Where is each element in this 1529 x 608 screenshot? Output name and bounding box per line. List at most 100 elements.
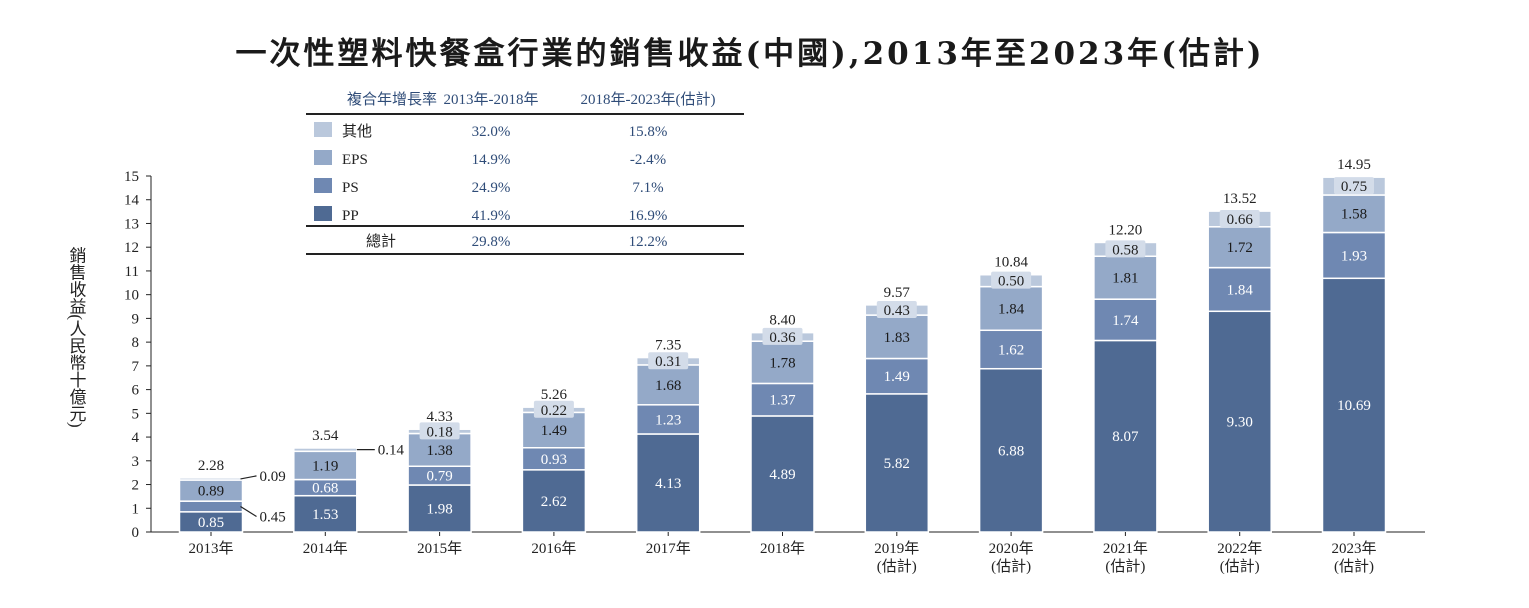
segment-label: 0.36 bbox=[769, 330, 796, 346]
segment-label: 0.85 bbox=[198, 515, 224, 531]
segment-label: 0.79 bbox=[426, 469, 452, 485]
segment-label: 0.50 bbox=[998, 274, 1024, 290]
segment-label-tag bbox=[876, 300, 917, 318]
segment-label: 1.23 bbox=[655, 412, 681, 428]
segment-label: 0.22 bbox=[541, 403, 567, 419]
segment-label: 0.43 bbox=[884, 303, 910, 319]
x-tick-label: 2022年 bbox=[1217, 540, 1262, 557]
y-tick-label: 9 bbox=[132, 311, 140, 327]
segment-label: 0.18 bbox=[426, 424, 452, 440]
cagr-value: 16.9% bbox=[629, 208, 668, 224]
bar-segment bbox=[864, 314, 930, 360]
segment-label: 1.53 bbox=[312, 507, 338, 523]
y-tick-label: 5 bbox=[132, 406, 140, 422]
segment-label: 1.19 bbox=[312, 458, 338, 474]
cagr-header-label: 複合年增長率 bbox=[347, 91, 437, 108]
x-tick-label: (估計) bbox=[1220, 558, 1260, 575]
y-tick-label: 6 bbox=[132, 383, 140, 399]
cagr-total-value: 12.2% bbox=[629, 234, 668, 250]
y-tick-label: 12 bbox=[124, 240, 139, 256]
bar-segment bbox=[293, 494, 358, 533]
cagr-total-label: 總計 bbox=[366, 232, 396, 250]
y-tick-label: 13 bbox=[124, 216, 139, 232]
cagr-value: 24.9% bbox=[472, 180, 511, 196]
x-tick-label: (估計) bbox=[991, 558, 1031, 575]
segment-label: 9.30 bbox=[1227, 415, 1253, 431]
segment-label: 0.45 bbox=[260, 509, 286, 525]
cagr-value: 41.9% bbox=[472, 208, 511, 224]
total-label: 7.35 bbox=[655, 338, 681, 354]
y-tick-label: 10 bbox=[124, 288, 139, 304]
segment-label: 1.72 bbox=[1227, 240, 1253, 256]
y-tick-label: 14 bbox=[124, 193, 140, 209]
segment-label: 1.83 bbox=[884, 330, 910, 346]
total-label: 5.26 bbox=[541, 387, 568, 403]
segment-label: 4.89 bbox=[769, 467, 795, 483]
segment-label-tag bbox=[1105, 240, 1146, 258]
cagr-legend-swatch bbox=[314, 178, 332, 193]
total-label: 2.28 bbox=[198, 458, 224, 474]
x-tick-label: 2021年 bbox=[1103, 540, 1148, 557]
segment-label: 1.37 bbox=[769, 393, 796, 409]
cagr-value: 7.1% bbox=[632, 180, 663, 196]
bar-segment bbox=[750, 415, 815, 533]
cagr-value: 15.8% bbox=[629, 124, 668, 140]
segment-label: 6.88 bbox=[998, 443, 1024, 459]
x-tick-label: 2018年 bbox=[760, 540, 805, 557]
leader-line bbox=[240, 475, 257, 480]
segment-label-tag bbox=[533, 400, 574, 418]
x-tick-label: (估計) bbox=[877, 558, 917, 575]
y-tick-label: 3 bbox=[132, 454, 140, 470]
segment-label: 1.98 bbox=[426, 502, 452, 518]
cagr-value: 32.0% bbox=[472, 124, 511, 140]
x-tick-label: 2023年 bbox=[1331, 540, 1376, 557]
segment-label: 0.93 bbox=[541, 452, 567, 468]
leader-line bbox=[240, 505, 257, 517]
bar-segment bbox=[407, 484, 472, 533]
total-label: 9.57 bbox=[884, 285, 911, 301]
segment-label: 10.69 bbox=[1337, 398, 1371, 414]
y-tick-label: 15 bbox=[124, 169, 139, 185]
total-label: 4.33 bbox=[426, 409, 452, 425]
cagr-legend-swatch bbox=[314, 206, 332, 221]
x-tick-label: 2020年 bbox=[989, 540, 1034, 557]
segment-label: 5.82 bbox=[884, 456, 910, 472]
bar-segment bbox=[178, 477, 244, 481]
bar-segment bbox=[750, 382, 815, 417]
segment-label: 0.31 bbox=[655, 354, 681, 370]
cagr-value: 14.9% bbox=[472, 152, 511, 168]
x-tick-label: 2014年 bbox=[303, 540, 348, 557]
bar-segment bbox=[978, 285, 1044, 332]
x-tick-label: 2016年 bbox=[531, 540, 576, 557]
segment-label-tag bbox=[1334, 177, 1374, 195]
y-axis-label: 銷售收益(人民幣十億元) bbox=[67, 246, 87, 427]
bar-segment bbox=[635, 433, 701, 533]
bar-segment bbox=[1093, 339, 1158, 533]
segment-label: 2.62 bbox=[541, 494, 567, 510]
cagr-value: -2.4% bbox=[630, 152, 666, 168]
bar-segment bbox=[293, 450, 358, 481]
x-tick-label: 2017年 bbox=[646, 540, 691, 557]
bar-segment bbox=[750, 340, 815, 385]
bar-segment bbox=[978, 329, 1044, 370]
segment-label: 1.49 bbox=[884, 369, 910, 385]
bar-segment bbox=[1207, 310, 1272, 533]
segment-label: 1.49 bbox=[541, 423, 567, 439]
segment-label-tag bbox=[1219, 209, 1260, 227]
segment-label: 4.13 bbox=[655, 476, 681, 492]
segment-label: 0.89 bbox=[198, 484, 224, 500]
x-tick-label: 2015年 bbox=[417, 540, 462, 557]
bar-segment bbox=[521, 411, 587, 449]
x-tick-label: (估計) bbox=[1105, 558, 1145, 575]
segment-label: 1.38 bbox=[426, 443, 452, 459]
segment-label-tag bbox=[648, 352, 689, 370]
y-tick-label: 0 bbox=[132, 525, 140, 541]
bar-segment bbox=[178, 500, 244, 513]
segment-label: 0.75 bbox=[1341, 179, 1367, 195]
x-tick-label: 2013年 bbox=[188, 540, 233, 557]
segment-label-tag bbox=[762, 327, 803, 345]
total-label: 10.84 bbox=[994, 255, 1028, 271]
y-tick-label: 7 bbox=[132, 359, 140, 375]
